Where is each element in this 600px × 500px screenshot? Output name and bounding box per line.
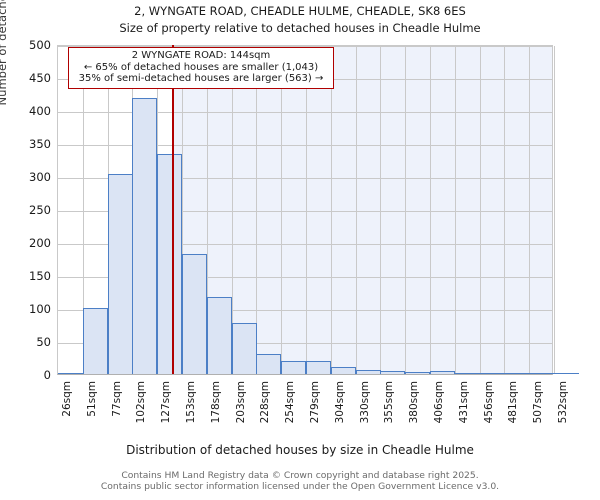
gridline-vertical (405, 46, 406, 374)
y-tick-label: 0 (43, 368, 51, 382)
histogram-bar (455, 372, 480, 374)
gridline-horizontal (58, 277, 552, 278)
x-tick-label: 102sqm (135, 381, 147, 424)
histogram-bar (182, 253, 207, 374)
y-tick-label: 450 (29, 71, 51, 85)
property-annotation-callout: 2 WYNGATE ROAD: 144sqm ← 65% of detached… (68, 47, 334, 89)
histogram-bar (157, 154, 182, 374)
histogram-bar (281, 360, 306, 374)
x-tick-label: 51sqm (86, 381, 98, 417)
histogram-bar (405, 372, 430, 374)
gridline-vertical (529, 46, 530, 374)
y-tick-label: 300 (29, 170, 51, 184)
gridline-horizontal (58, 178, 552, 179)
y-tick-label: 100 (29, 302, 51, 316)
chart-title: 2, WYNGATE ROAD, CHEADLE HULME, CHEADLE,… (0, 3, 600, 37)
x-tick-label: 456sqm (483, 381, 495, 424)
annotation-line-2: ← 65% of detached houses are smaller (1,… (83, 61, 319, 73)
gridline-vertical (256, 46, 257, 374)
chart-title-line-2: Size of property relative to detached ho… (119, 21, 481, 35)
histogram-bar (58, 372, 83, 374)
histogram-bar (356, 370, 381, 374)
y-tick-label: 50 (36, 335, 51, 349)
gridline-vertical (331, 46, 332, 374)
x-tick-label: 153sqm (185, 381, 197, 424)
gridline-vertical (430, 46, 431, 374)
histogram-bar (83, 308, 108, 374)
gridline-vertical (480, 46, 481, 374)
gridline-vertical (306, 46, 307, 374)
histogram-bar (480, 372, 505, 374)
x-tick-label: 254sqm (284, 381, 296, 424)
gridline-vertical (504, 46, 505, 374)
x-axis-ticks: 26sqm 51sqm 77sqm 102sqm 127sqm 153sqm 178sqm 2… (57, 381, 569, 439)
histogram-bar (207, 297, 232, 374)
histogram-bar (108, 174, 133, 374)
gridline-horizontal (58, 112, 552, 113)
chart-title-line-1: 2, WYNGATE ROAD, CHEADLE HULME, CHEADLE,… (134, 4, 466, 18)
chart-footer: Contains HM Land Registry data © Crown c… (0, 470, 600, 492)
x-tick-label: 127sqm (160, 381, 172, 424)
x-axis-title: Distribution of detached houses by size … (126, 443, 474, 457)
y-tick-label: 250 (29, 203, 51, 217)
x-tick-label: 304sqm (334, 381, 346, 424)
x-tick-label: 355sqm (383, 381, 395, 424)
x-tick-label: 330sqm (359, 381, 371, 424)
larger-region-shading (173, 46, 552, 374)
gridline-horizontal (58, 310, 552, 311)
gridline-vertical (232, 46, 233, 374)
gridline-horizontal (58, 145, 552, 146)
gridline-vertical (281, 46, 282, 374)
histogram-bar (504, 372, 529, 374)
gridline-horizontal (58, 343, 552, 344)
x-tick-label: 481sqm (507, 381, 519, 424)
annotation-line-1: 2 WYNGATE ROAD: 144sqm (131, 50, 271, 61)
histogram-bar (306, 361, 331, 374)
x-tick-label: 380sqm (408, 381, 420, 424)
x-tick-label: 77sqm (111, 381, 123, 417)
gridline-vertical (554, 46, 555, 374)
footer-line-2: Contains public sector information licen… (100, 481, 500, 492)
gridline-horizontal (58, 244, 552, 245)
y-tick-label: 350 (29, 137, 51, 151)
x-tick-label: 532sqm (557, 381, 569, 424)
x-tick-label: 178sqm (210, 381, 222, 424)
gridline-vertical (455, 46, 456, 374)
gridline-vertical (182, 46, 183, 374)
y-tick-label: 150 (29, 269, 51, 283)
x-tick-label: 507sqm (532, 381, 544, 424)
x-tick-label: 406sqm (433, 381, 445, 424)
gridline-horizontal (58, 46, 552, 47)
y-tick-label: 200 (29, 236, 51, 250)
histogram-bar (430, 370, 455, 374)
property-size-marker-line (172, 45, 175, 374)
annotation-line-3: 35% of semi-detached houses are larger (… (78, 73, 324, 85)
x-tick-label: 26sqm (61, 381, 73, 417)
x-tick-label: 203sqm (235, 381, 247, 424)
plot-area (57, 45, 579, 375)
histogram-bar (232, 323, 257, 374)
gridline-horizontal (58, 211, 552, 212)
y-tick-label: 500 (29, 38, 51, 52)
histogram-bar (380, 371, 405, 374)
y-axis-ticks: 0 50 100 150 200 250 300 350 400 450 500 (0, 38, 51, 382)
x-tick-label: 431sqm (458, 381, 470, 424)
gridline-vertical (380, 46, 381, 374)
x-tick-label: 279sqm (309, 381, 321, 424)
x-tick-label: 228sqm (259, 381, 271, 424)
histogram-bar (554, 372, 579, 374)
gridline-vertical (207, 46, 208, 374)
histogram-bar (256, 354, 281, 374)
gridline-vertical (356, 46, 357, 374)
histogram-bar (132, 98, 157, 374)
histogram-bar (529, 372, 554, 374)
histogram-bar (331, 367, 356, 374)
y-tick-label: 400 (29, 104, 51, 118)
footer-line-1: Contains HM Land Registry data © Crown c… (121, 470, 479, 481)
gridline-vertical (83, 46, 84, 374)
